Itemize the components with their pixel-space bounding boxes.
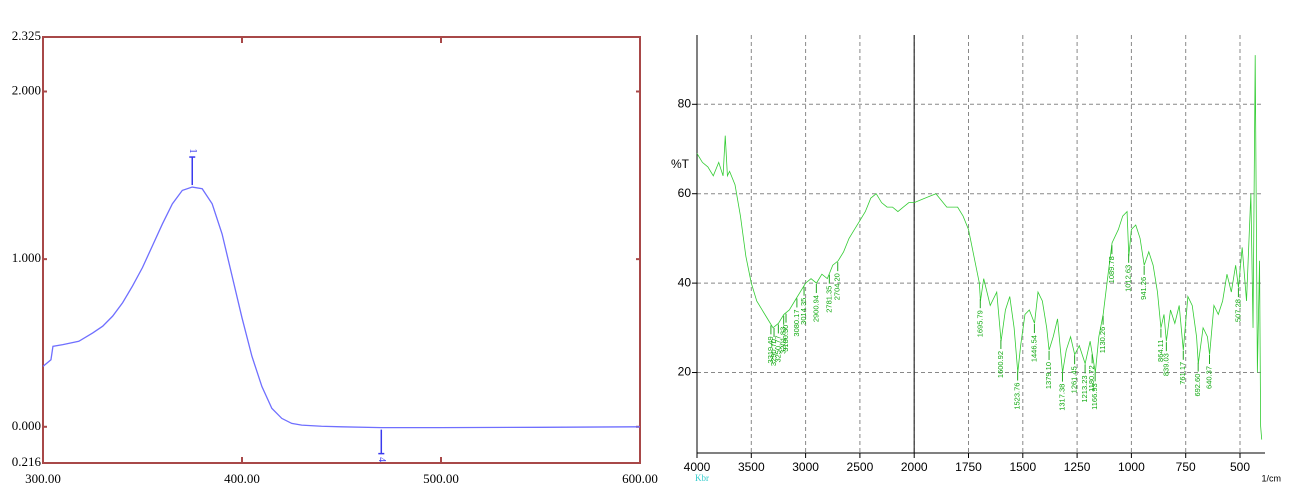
peak-label: 1523.76 xyxy=(1013,383,1022,410)
peak-label: 2704.20 xyxy=(833,273,842,300)
peak-label: 839.03 xyxy=(1161,353,1170,376)
peak-label: 692.60 xyxy=(1193,374,1202,397)
y-tick-label: 20 xyxy=(678,365,692,379)
x-tick-label: 750 xyxy=(1176,460,1196,474)
x-tick-label: 2000 xyxy=(901,460,928,474)
peak-label: 4 xyxy=(376,457,387,462)
peak-label: 507.28 xyxy=(1233,299,1242,322)
y-tick-label: 0.000 xyxy=(12,418,41,433)
x-tick-label: 300.00 xyxy=(25,471,61,486)
peak-label: 2900.94 xyxy=(811,295,820,322)
x-tick-label: 500.00 xyxy=(423,471,459,486)
peak-label: 3180.30 xyxy=(781,325,790,352)
peak-label: 1213.23 xyxy=(1080,375,1089,402)
x-tick-label: 1250 xyxy=(1064,460,1091,474)
spectrum-line xyxy=(42,186,641,429)
peak-label: 761.17 xyxy=(1178,362,1187,385)
peak-label: 1130.26 xyxy=(1098,327,1107,354)
peak-label: 3319.49 xyxy=(766,336,775,363)
sample-label: Kbr xyxy=(695,473,709,483)
peak-label: 1261.45 xyxy=(1070,366,1079,393)
x-axis-label: 1/cm xyxy=(1261,473,1281,483)
peak-label: 3201.83 xyxy=(779,327,788,354)
peak-label: 941.26 xyxy=(1139,277,1148,300)
y-tick-label: 1.000 xyxy=(12,250,41,265)
peak-label: 2781.35 xyxy=(824,286,833,313)
y-axis-label: %T xyxy=(671,157,690,171)
y-tick-label: 2.000 xyxy=(12,82,41,97)
peak-label: 1166.93 xyxy=(1090,383,1099,410)
y-tick-label: 60 xyxy=(678,186,692,200)
peak-label: 1317.38 xyxy=(1057,384,1066,411)
peak-label: 1379.10 xyxy=(1044,362,1053,389)
peak-label: 1089.78 xyxy=(1107,256,1116,283)
y-tick-label: 40 xyxy=(678,275,692,289)
peak-label: 1446.54 xyxy=(1029,335,1038,362)
x-tick-label: 1500 xyxy=(1009,460,1036,474)
x-tick-label: 3500 xyxy=(738,460,765,474)
x-tick-label: 1750 xyxy=(955,460,982,474)
ir-chart: 20 40 60 80 4000 3500 3000 2500 2000 1750 1500 1250… xyxy=(671,35,1281,483)
peak-label: 1180.72 xyxy=(1087,365,1096,392)
plot-frame xyxy=(42,36,641,464)
x-tick-label: 3000 xyxy=(792,460,819,474)
peak-label: 1600.92 xyxy=(996,351,1005,378)
x-tick-label: 600.00 xyxy=(622,471,658,486)
x-tick-label: 1000 xyxy=(1118,460,1145,474)
peak-label: 3014.35 xyxy=(799,298,808,325)
peak-label: 1012.63 xyxy=(1124,265,1133,292)
peak-label: 1 xyxy=(187,149,198,154)
peak-label: 864.11 xyxy=(1156,340,1165,362)
uv-chart: 0.216 0.000 1.000 2.000 2.325 300.00 400.00 500… xyxy=(12,28,658,486)
spectrum-line xyxy=(696,55,1263,440)
x-tick-label: 2500 xyxy=(847,460,874,474)
x-tick-label: 500 xyxy=(1230,460,1250,474)
peak-label: 3080.17 xyxy=(792,309,801,336)
y-tick-label: 2.325 xyxy=(12,28,41,43)
x-tick-label: 4000 xyxy=(684,460,711,474)
y-tick-label: 0.216 xyxy=(12,454,42,469)
peak-label: 3290.70 xyxy=(769,339,778,366)
y-tick-label: 80 xyxy=(678,96,692,110)
x-tick-label: 400.00 xyxy=(224,471,260,486)
peak-label: 3250.77 xyxy=(773,335,782,362)
peak-label: 640.37 xyxy=(1204,366,1213,389)
peak-label: 1695.79 xyxy=(975,310,984,337)
